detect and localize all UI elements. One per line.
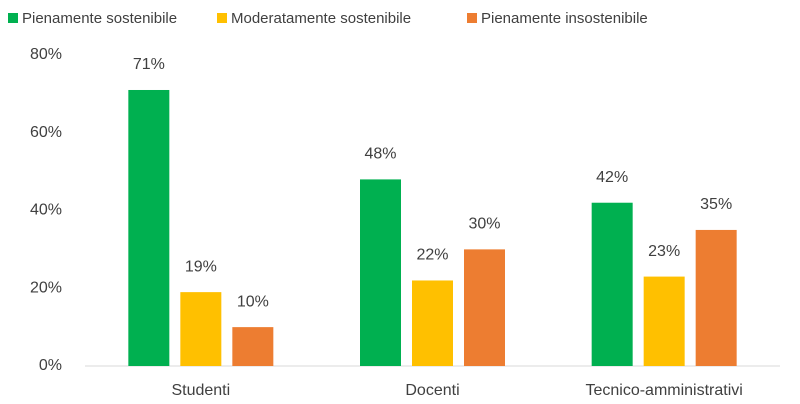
legend-swatch xyxy=(467,13,477,23)
x-tick-label: Tecnico-amministrativi xyxy=(585,382,742,399)
data-label: 35% xyxy=(700,196,732,213)
data-label: 19% xyxy=(185,258,217,275)
data-label: 30% xyxy=(468,216,500,233)
y-tick-label: 80% xyxy=(30,46,62,63)
data-label: 22% xyxy=(416,247,448,264)
bar xyxy=(180,292,222,366)
data-label: 42% xyxy=(596,169,628,186)
y-tick-label: 20% xyxy=(30,279,62,296)
y-tick-label: 60% xyxy=(30,124,62,141)
bar xyxy=(695,229,737,366)
x-tick-label: Docenti xyxy=(405,382,459,399)
bar xyxy=(412,280,453,366)
bar xyxy=(232,327,274,366)
legend-swatch xyxy=(217,13,227,23)
data-label: 23% xyxy=(648,243,680,260)
data-label: 48% xyxy=(364,146,396,163)
legend-label: Pienamente insostenibile xyxy=(481,10,648,27)
bar xyxy=(360,179,401,366)
legend-label: Pienamente sostenibile xyxy=(22,10,177,27)
data-label: 71% xyxy=(133,56,165,73)
bar xyxy=(643,276,685,366)
y-tick-label: 0% xyxy=(39,357,62,374)
data-label: 10% xyxy=(237,293,269,310)
bar xyxy=(128,89,170,367)
x-tick-label: Studenti xyxy=(171,382,230,399)
y-tick-label: 40% xyxy=(30,202,62,219)
bar xyxy=(464,249,505,366)
legend-swatch xyxy=(8,13,18,23)
bar xyxy=(591,202,633,366)
legend-label: Moderatamente sostenibile xyxy=(231,10,411,27)
